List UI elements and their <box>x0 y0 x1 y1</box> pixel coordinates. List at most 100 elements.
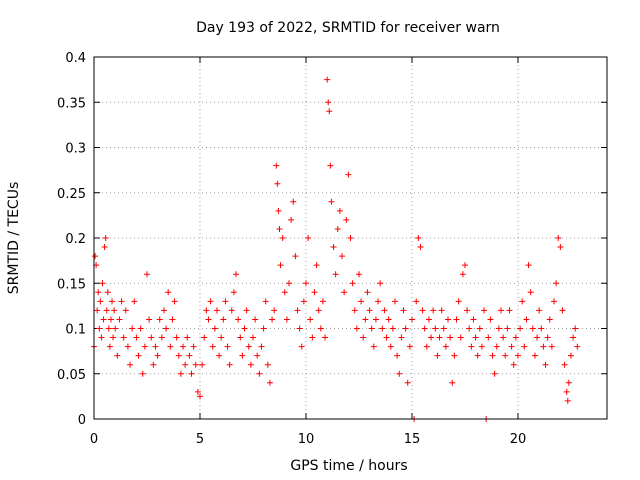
data-point <box>120 334 127 341</box>
data-point <box>362 316 369 323</box>
x-tick-label: 5 <box>196 432 204 447</box>
data-point <box>474 352 481 359</box>
data-point <box>466 325 473 332</box>
data-point <box>402 325 409 332</box>
data-point <box>500 334 507 341</box>
data-point <box>324 76 331 83</box>
data-point <box>398 334 405 341</box>
data-point <box>266 379 273 386</box>
data-point <box>228 307 235 314</box>
data-point <box>430 307 437 314</box>
data-point <box>194 388 201 395</box>
data-point <box>442 343 449 350</box>
data-point <box>551 298 558 305</box>
data-point <box>226 361 233 368</box>
data-point <box>510 361 517 368</box>
data-point <box>302 280 309 287</box>
data-point <box>254 352 261 359</box>
data-point <box>98 334 105 341</box>
y-axis-title: SRMTID / TECUs <box>6 182 22 295</box>
data-marks <box>91 76 581 422</box>
data-point <box>557 244 564 251</box>
data-point <box>358 298 365 305</box>
data-point <box>387 343 394 350</box>
data-point <box>476 325 483 332</box>
data-point <box>546 316 553 323</box>
data-point <box>445 316 452 323</box>
data-point <box>300 298 307 305</box>
data-point <box>173 334 180 341</box>
data-point <box>440 325 447 332</box>
data-point <box>277 262 284 269</box>
data-point <box>122 307 129 314</box>
data-point <box>529 325 536 332</box>
data-point <box>383 334 390 341</box>
y-tick-label: 0.35 <box>57 96 86 111</box>
data-point <box>375 298 382 305</box>
data-point <box>260 325 267 332</box>
data-point <box>432 325 439 332</box>
data-point <box>540 343 547 350</box>
plot-frame <box>93 56 608 420</box>
y-tick-label: 0.3 <box>65 142 86 157</box>
data-point <box>489 352 496 359</box>
data-point <box>188 370 195 377</box>
data-point <box>106 343 113 350</box>
data-point <box>406 343 413 350</box>
data-point <box>110 334 117 341</box>
data-point <box>421 325 428 332</box>
data-point <box>207 298 214 305</box>
data-point <box>196 393 203 400</box>
data-point <box>100 316 107 323</box>
data-point <box>349 280 356 287</box>
data-point <box>139 370 146 377</box>
data-point <box>317 325 324 332</box>
data-point <box>542 361 549 368</box>
data-point <box>506 307 513 314</box>
data-point <box>209 343 216 350</box>
tick-labels: 0 0.05 0.1 0.15 0.2 0.25 0.3 0.35 0.4 0 5 10 15 20 <box>57 51 526 447</box>
data-point <box>107 316 114 323</box>
data-point <box>377 280 384 287</box>
data-point <box>127 361 134 368</box>
data-point <box>109 298 116 305</box>
data-point <box>555 235 562 241</box>
data-point <box>523 316 530 323</box>
data-point <box>514 352 521 359</box>
data-point <box>457 334 464 341</box>
data-point <box>97 298 104 305</box>
data-point <box>262 298 269 305</box>
data-point <box>313 262 320 269</box>
data-point <box>400 307 407 314</box>
data-point <box>425 316 432 323</box>
x-tick-label: 0 <box>90 432 98 447</box>
data-point <box>146 316 153 323</box>
chart-title: Day 193 of 2022, SRMTID for receiver war… <box>196 20 500 36</box>
data-point <box>415 235 422 241</box>
data-point <box>111 307 118 314</box>
data-point <box>572 325 579 332</box>
data-point <box>283 316 290 323</box>
data-point <box>468 343 475 350</box>
data-point <box>112 325 119 332</box>
data-point <box>311 289 318 296</box>
data-point <box>290 198 297 205</box>
data-point <box>220 316 227 323</box>
data-point <box>307 316 314 323</box>
data-point <box>559 307 566 314</box>
data-point <box>101 244 108 251</box>
data-point <box>211 325 218 332</box>
data-point <box>96 325 103 332</box>
data-point <box>245 343 252 350</box>
data-point <box>141 343 148 350</box>
data-point <box>334 225 341 232</box>
data-point <box>276 225 283 232</box>
data-point <box>360 334 367 341</box>
data-point <box>235 316 242 323</box>
data-point <box>512 334 519 341</box>
data-point <box>351 307 358 314</box>
data-point <box>241 325 248 332</box>
data-point <box>544 334 551 341</box>
data-point <box>491 370 498 377</box>
y-tick-label: 0.1 <box>65 323 86 338</box>
